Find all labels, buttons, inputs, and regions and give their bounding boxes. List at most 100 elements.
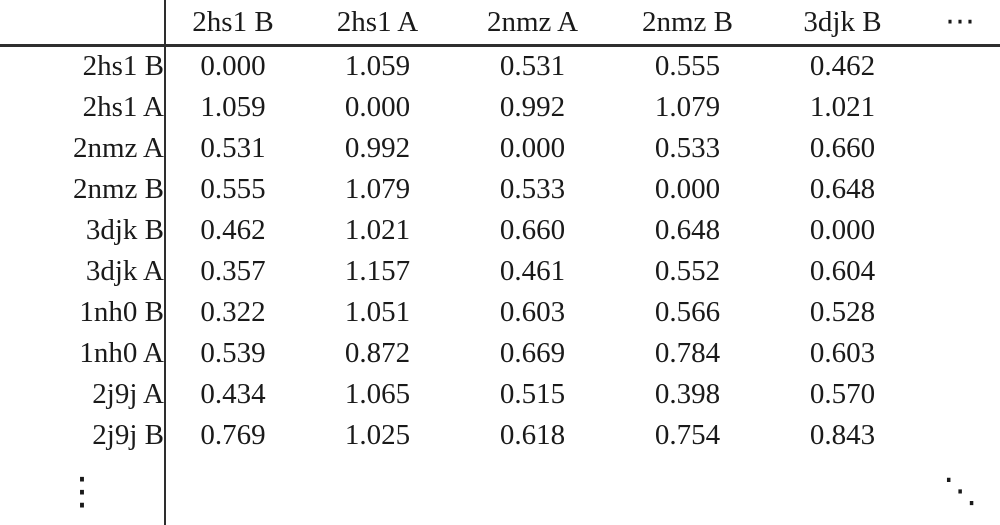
corner-cell (0, 0, 166, 47)
matrix-cell: 0.555 (654, 50, 721, 83)
matrix-cell: 0.618 (499, 418, 566, 451)
matrix-cell: 0.533 (654, 131, 721, 164)
matrix-cell: 0.843 (809, 418, 876, 451)
matrix-cell: 0.555 (200, 172, 266, 205)
col-header: 2nmz A (455, 0, 610, 47)
matrix-cell: 1.059 (200, 90, 266, 123)
matrix-cell-continuation (920, 415, 1000, 456)
matrix-cell: 1.157 (344, 254, 411, 287)
diagonal-continuation: ⋱ (920, 456, 1000, 525)
matrix-cell: 0.398 (654, 377, 721, 410)
matrix-cell: 0.992 (344, 131, 411, 164)
matrix-cell: 1.021 (344, 213, 411, 246)
matrix-cell: 0.462 (809, 50, 876, 83)
matrix-cell-continuation (920, 292, 1000, 333)
matrix-cell: 1.079 (344, 172, 411, 205)
continuation-row: ⋮ ⋱ (0, 455, 1000, 525)
matrix-cell: 1.065 (344, 377, 411, 410)
row-label: 2j9j B (0, 414, 166, 456)
matrix-cell: 0.603 (809, 336, 876, 369)
table-row: 2nmz B 0.555 1.079 0.533 0.000 0.648 (0, 168, 1000, 210)
matrix-cell: 0.539 (200, 336, 266, 369)
row-label: 1nh0 B (0, 291, 166, 333)
ddots-icon: ⋱ (943, 471, 977, 511)
col-header: 3djk B (765, 0, 920, 47)
matrix-cell-continuation (920, 87, 1000, 128)
row-label: 3djk A (0, 250, 166, 292)
row-label: 2nmz B (0, 168, 166, 210)
row-label: 2hs1 A (0, 86, 166, 128)
matrix-cell: 1.051 (344, 295, 411, 328)
matrix-cell: 0.357 (200, 254, 266, 287)
empty-cell (765, 456, 920, 525)
matrix-cell-continuation (920, 169, 1000, 210)
matrix-cell: 0.462 (200, 213, 266, 246)
matrix-cell: 0.528 (809, 295, 876, 328)
matrix-cell: 0.000 (809, 213, 876, 246)
empty-cell (300, 456, 455, 525)
matrix-cell: 0.566 (654, 295, 721, 328)
matrix-cell: 1.079 (654, 90, 721, 123)
matrix-cell: 0.603 (499, 295, 566, 328)
matrix-cell: 1.059 (344, 50, 411, 83)
matrix-cell-continuation (920, 374, 1000, 415)
matrix-cell: 1.021 (809, 90, 876, 123)
matrix-cell: 0.000 (344, 90, 411, 123)
matrix-cell: 0.992 (499, 90, 566, 123)
table-row: 2hs1 A 1.059 0.000 0.992 1.079 1.021 (0, 86, 1000, 128)
matrix-cell-continuation (920, 333, 1000, 374)
matrix-cell: 0.533 (499, 172, 566, 205)
matrix-cell: 0.570 (809, 377, 876, 410)
table-row: 1nh0 B 0.322 1.051 0.603 0.566 0.528 (0, 291, 1000, 333)
matrix-cell: 1.025 (344, 418, 411, 451)
table-row: 3djk A 0.357 1.157 0.461 0.552 0.604 (0, 250, 1000, 292)
matrix-cell: 0.322 (200, 295, 266, 328)
matrix-cell: 0.461 (499, 254, 566, 287)
vdots-icon: ⋮ (63, 469, 101, 513)
row-label: 2nmz A (0, 127, 166, 169)
table-body: 2hs1 B 0.000 1.059 0.531 0.555 0.462 2hs1 A 1.0… (0, 45, 1000, 525)
empty-cell (610, 456, 765, 525)
header-row: 2hs1 B 2hs1 A 2nmz A 2nmz B 3djk B ⋯ (0, 0, 1000, 47)
matrix-cell-continuation (920, 251, 1000, 292)
table-header: 2hs1 B 2hs1 A 2nmz A 2nmz B 3djk B ⋯ (0, 0, 1000, 47)
matrix-cell: 0.769 (200, 418, 266, 451)
matrix-cell: 0.515 (499, 377, 566, 410)
matrix-cell: 0.531 (200, 131, 266, 164)
table-row: 1nh0 A 0.539 0.872 0.669 0.784 0.603 (0, 332, 1000, 374)
matrix-cell: 0.000 (200, 50, 266, 83)
col-header: 2nmz B (610, 0, 765, 47)
matrix-cell-continuation (920, 128, 1000, 169)
row-label: 2j9j A (0, 373, 166, 415)
matrix-cell: 0.648 (809, 172, 876, 205)
matrix-cell-continuation (920, 210, 1000, 251)
cdots-icon: ⋯ (945, 4, 975, 39)
row-label: 1nh0 A (0, 332, 166, 374)
matrix-cell: 0.000 (654, 172, 721, 205)
matrix-cell: 0.660 (499, 213, 566, 246)
table-row: 2j9j B 0.769 1.025 0.618 0.754 0.843 (0, 414, 1000, 456)
matrix-cell: 0.531 (499, 50, 566, 83)
matrix-cell: 0.660 (809, 131, 876, 164)
matrix-cell: 0.784 (654, 336, 721, 369)
row-label: 2hs1 B (0, 45, 166, 87)
matrix-cell: 0.648 (654, 213, 721, 246)
table-row: 3djk B 0.462 1.021 0.660 0.648 0.000 (0, 209, 1000, 251)
matrix-cell: 0.872 (344, 336, 411, 369)
matrix-cell: 0.754 (654, 418, 721, 451)
matrix-cell: 0.000 (499, 131, 566, 164)
matrix-cell: 0.604 (809, 254, 876, 287)
table-row: 2nmz A 0.531 0.992 0.000 0.533 0.660 (0, 127, 1000, 169)
matrix-cell: 0.434 (200, 377, 266, 410)
table-row: 2j9j A 0.434 1.065 0.515 0.398 0.570 (0, 373, 1000, 415)
col-header: 2hs1 A (300, 0, 455, 47)
matrix-cell: 0.552 (654, 254, 721, 287)
empty-cell (165, 456, 300, 525)
matrix-cell-continuation (920, 46, 1000, 87)
matrix-cell: 0.669 (499, 336, 566, 369)
row-continuation: ⋮ (0, 455, 166, 525)
table-row: 2hs1 B 0.000 1.059 0.531 0.555 0.462 (0, 45, 1000, 87)
row-label: 3djk B (0, 209, 166, 251)
